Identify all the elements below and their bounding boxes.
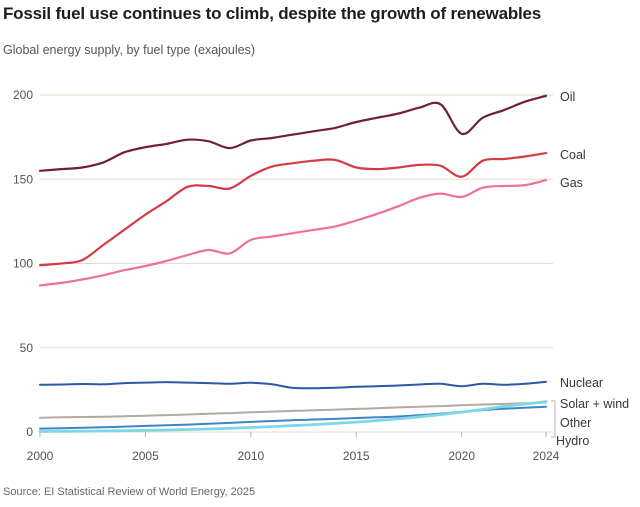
chart-subtitle: Global energy supply, by fuel type (exaj… <box>3 43 255 57</box>
series-line-gas <box>38 179 548 287</box>
series-label-oil: Oil <box>560 90 575 104</box>
source-note: Source: EI Statistical Review of World E… <box>3 486 256 498</box>
y-tick-label-200: 200 <box>13 88 33 102</box>
series-label-other: Other <box>560 416 591 430</box>
y-tick-label-100: 100 <box>13 257 33 271</box>
x-tick-label-2020: 2020 <box>448 449 475 463</box>
x-tick-label-2015: 2015 <box>343 449 370 463</box>
series-line-oil <box>38 94 548 172</box>
x-tick-label-2005: 2005 <box>132 449 159 463</box>
y-tick-label-150: 150 <box>13 172 33 186</box>
cluster-bracket <box>551 400 556 438</box>
x-tick-label-2024: 2024 <box>533 449 560 463</box>
series-label-nuclear: Nuclear <box>560 376 603 390</box>
series-label-solar_wind: Solar + wind <box>560 397 629 411</box>
series-label-coal: Coal <box>560 148 586 162</box>
series-label-gas: Gas <box>560 176 583 190</box>
series-line-other <box>39 401 547 419</box>
series-line-solar_wind <box>38 400 548 433</box>
series-label-hydro: Hydro <box>556 434 589 448</box>
y-tick-label-50: 50 <box>20 341 34 355</box>
axis-labels: 0 50 100 150 200 2000 2005 2010 2015 2020 2024 <box>13 88 560 463</box>
x-tick-label-2000: 2000 <box>27 449 54 463</box>
y-tick-label-0: 0 <box>26 425 33 439</box>
series-lines <box>38 94 548 433</box>
x-tick-label-2010: 2010 <box>237 449 264 463</box>
gridlines <box>40 94 553 433</box>
series-line-nuclear <box>39 380 547 390</box>
chart-title: Fossil fuel use continues to climb, desp… <box>3 4 542 23</box>
series-end-labels: Oil Coal Gas Nuclear Solar + wind Other Hydro <box>551 90 629 448</box>
series-line-coal <box>38 152 548 267</box>
